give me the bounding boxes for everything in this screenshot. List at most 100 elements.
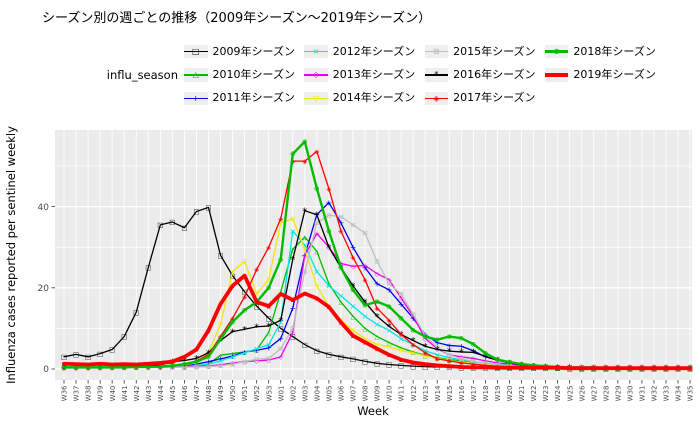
data-point-marker: ⊠: [254, 355, 259, 363]
data-point-marker: ⊕: [458, 335, 464, 343]
data-point-marker: ◈: [254, 266, 259, 274]
data-point-marker: +: [289, 304, 296, 313]
data-point-marker: ⊕: [266, 284, 272, 292]
data-point-marker: ◇: [363, 262, 368, 270]
legend-entry-2009: □ 2009年シーズン: [184, 45, 295, 59]
data-point-marker: *: [242, 325, 247, 336]
data-point-marker: ⊕: [85, 364, 91, 372]
data-point-marker: *: [507, 359, 512, 370]
x-tick-label: W36: [61, 385, 69, 401]
x-tick-label: W15: [446, 386, 454, 402]
data-point-marker: ◇: [411, 312, 416, 320]
data-point-marker: ▪: [98, 360, 102, 368]
legend-key-line: [184, 97, 208, 100]
data-point-marker: ▪: [206, 327, 210, 335]
data-point-marker: ◇: [459, 353, 464, 361]
legend-key-marker: ⊠: [432, 46, 440, 56]
data-point-marker: ▽: [266, 276, 271, 284]
data-point-marker: □: [398, 362, 404, 370]
data-point-marker: □: [374, 360, 380, 368]
data-point-marker: +: [338, 219, 345, 228]
legend-entry-2017: ◈ 2017年シーズン: [424, 91, 536, 106]
data-point-marker: ⊠: [182, 363, 187, 371]
data-point-marker: ◈: [435, 355, 440, 363]
data-point-marker: ◇: [278, 353, 283, 361]
x-tick-label: W11: [398, 386, 406, 402]
data-point-marker: □: [338, 353, 344, 361]
data-point-marker: □: [133, 308, 139, 316]
data-point-marker: ×: [313, 267, 320, 276]
data-point-marker: ▽: [411, 349, 416, 357]
legend-key-line: [544, 50, 569, 53]
legend-entry-2015: ⊠ 2015年シーズン: [424, 45, 536, 59]
data-point-marker: ◇: [350, 262, 355, 270]
data-point-marker: △: [339, 299, 344, 306]
data-point-marker: ▪: [435, 362, 439, 370]
data-point-marker: ▽: [218, 321, 223, 329]
data-point-marker: □: [302, 341, 308, 349]
axis-ticks: [51, 206, 691, 384]
data-point-marker: ▽: [314, 282, 319, 290]
data-point-marker: *: [350, 281, 355, 292]
legend-entry-2012: × 2012年シーズン: [304, 45, 415, 59]
data-point-marker: ⊕: [145, 363, 151, 371]
x-tick-label: W04: [313, 385, 321, 401]
data-point-marker: △: [363, 326, 368, 333]
legend-key: ×: [304, 44, 328, 59]
data-point-marker: ⊕: [398, 315, 404, 323]
data-point-marker: ◈: [399, 331, 404, 339]
data-point-marker: *: [182, 356, 187, 367]
data-point-marker: □: [386, 361, 392, 369]
data-point-marker: +: [193, 360, 200, 369]
data-point-marker: *: [459, 348, 464, 359]
data-point-marker: △: [315, 248, 320, 255]
data-point-marker: *: [230, 327, 235, 338]
legend-label: 2013年シーズン: [332, 67, 416, 81]
x-tick-label: W34: [675, 385, 683, 401]
data-point-marker: ▪: [387, 351, 391, 359]
data-point-marker: ⊠: [459, 355, 464, 363]
legend-key-line: [304, 74, 328, 76]
y-axis-title: Influenza cases reported per sentinel we…: [4, 126, 18, 384]
legend-entry-2019: ▪ 2019年シーズン: [544, 68, 656, 82]
data-point-marker: ×: [374, 320, 381, 329]
data-point-marker: ◇: [399, 294, 404, 302]
data-point-marker: ×: [470, 357, 477, 366]
data-point-marker: □: [97, 350, 103, 358]
data-point-marker: ▪: [242, 272, 246, 280]
data-point-marker: ⊕: [446, 333, 452, 341]
data-point-marker: ▽: [302, 245, 307, 253]
legend-key-line: [304, 97, 328, 100]
data-point-marker: ⊠: [302, 268, 307, 276]
data-point-marker: ▽: [278, 219, 283, 227]
data-point-marker: ⊕: [61, 364, 67, 372]
data-point-marker: ▽: [290, 215, 295, 223]
data-point-marker: ▪: [363, 338, 367, 346]
legend-label: 2018年シーズン: [573, 44, 656, 58]
data-point-marker: ⊕: [206, 353, 212, 361]
data-point-marker: ◇: [471, 355, 476, 363]
data-point-marker: ▪: [483, 364, 487, 372]
data-point-marker: ⊕: [157, 363, 163, 371]
data-point-marker: ▪: [158, 359, 162, 367]
data-point-marker: ◇: [302, 252, 307, 260]
data-point-marker: ⊕: [326, 227, 332, 235]
x-tick-label: W50: [229, 386, 237, 402]
data-point-marker: ⊠: [374, 258, 379, 266]
data-point-marker: *: [483, 352, 488, 363]
legend-entry-2014: ▽ 2014年シーズン: [304, 91, 415, 106]
gridlines-x: [63, 130, 691, 380]
data-point-marker: +: [434, 338, 441, 347]
data-point-marker: ▪: [291, 296, 295, 304]
data-point-marker: □: [85, 353, 91, 361]
x-tick-label: W44: [157, 385, 165, 401]
data-point-marker: ▽: [375, 341, 380, 349]
data-point-marker: ▪: [688, 364, 692, 372]
data-point-marker: ◈: [338, 227, 343, 235]
x-tick-label: W43: [145, 386, 153, 402]
data-point-marker: ⊕: [519, 361, 525, 369]
data-point-marker: ⊕: [482, 350, 488, 358]
x-tick-labels: W36 W37 W38 W39 W40 W41 W42 W43 W44 W45 W46 W47 W48 W…: [61, 385, 695, 401]
legend-key: *: [424, 68, 449, 82]
data-point-marker: ×: [434, 351, 441, 360]
